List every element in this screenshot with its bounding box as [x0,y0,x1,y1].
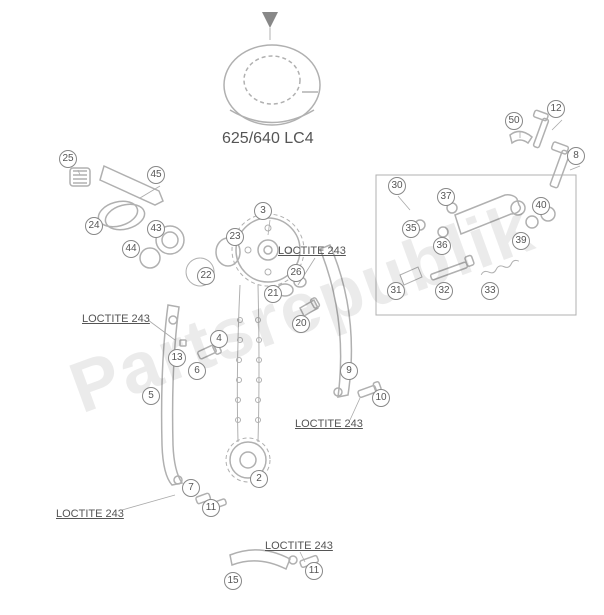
timing-chain [236,285,262,442]
callout-26: 26 [287,264,305,282]
callout-13: 13 [168,349,186,367]
callout-5: 5 [142,387,160,405]
bolt-12 [533,110,549,148]
callout-39: 39 [512,232,530,250]
loctite-leads [122,258,360,562]
loctite-label: LOCTITE 243 [56,508,124,520]
diagram-container: { "title": "625/640 LC4", "watermark": "… [0,0,604,615]
callout-11: 11 [305,562,323,580]
callout-12: 12 [547,100,565,118]
callout-43: 43 [147,220,165,238]
callout-31: 31 [387,282,405,300]
loctite-label: LOCTITE 243 [82,313,150,325]
callout-8: 8 [567,147,585,165]
callout-30: 30 [388,177,406,195]
callout-10: 10 [372,389,390,407]
callout-21: 21 [264,285,282,303]
sprocket-fasteners [277,277,320,316]
callout-32: 32 [435,282,453,300]
callout-23: 23 [226,228,244,246]
callout-4: 4 [210,330,228,348]
callout-20: 20 [292,315,310,333]
callout-22: 22 [197,267,215,285]
callout-36: 36 [433,237,451,255]
callout-6: 6 [188,362,206,380]
model-title: 625/640 LC4 [222,130,314,148]
callout-25: 25 [59,150,77,168]
loctite-label: LOCTITE 243 [265,540,333,552]
callout-35: 35 [402,220,420,238]
callout-15: 15 [224,572,242,590]
clip-50 [510,131,532,143]
loctite-label: LOCTITE 243 [295,418,363,430]
callout-2: 2 [250,470,268,488]
callout-9: 9 [340,362,358,380]
bolt-8 [550,142,571,189]
callout-24: 24 [85,217,103,235]
callout-44: 44 [122,240,140,258]
callout-40: 40 [532,197,550,215]
bottom-guide [230,550,297,569]
callout-50: 50 [505,112,523,130]
callout-33: 33 [481,282,499,300]
pointer-arrow [262,12,278,28]
callout-7: 7 [182,479,200,497]
callout-37: 37 [437,188,455,206]
callout-11: 11 [202,499,220,517]
diagram-svg [0,0,604,615]
callout-3: 3 [254,202,272,220]
assembly-box [376,175,576,315]
bolt-13 [180,340,186,346]
callout-45: 45 [147,166,165,184]
cam-cap-graphic [224,45,320,125]
loctite-label: LOCTITE 243 [278,245,346,257]
